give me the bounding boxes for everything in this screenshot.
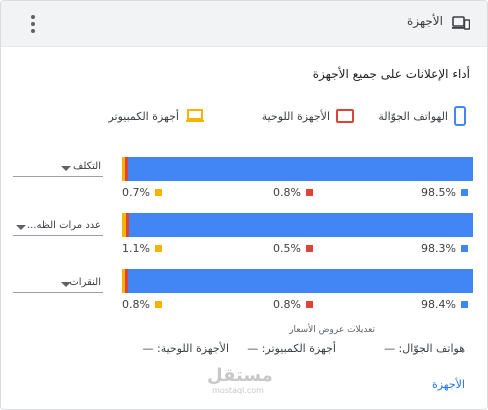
more-vert-icon[interactable] bbox=[23, 13, 43, 35]
card-subtitle: أداء الإعلانات على جميع الأجهزة bbox=[312, 67, 470, 81]
metric-select-cost[interactable]: التكلف bbox=[13, 160, 103, 177]
card-title: الأجهزة bbox=[406, 14, 443, 28]
watermark-url: mostaql.com bbox=[212, 386, 264, 395]
bar-segment-mobile bbox=[128, 157, 473, 181]
legend-mobile: الهواتف الجوّالة bbox=[378, 105, 466, 127]
mobile-swatch bbox=[460, 301, 468, 308]
legend-computer-label: أجهزة الكمبيوتر bbox=[108, 109, 179, 123]
pct-mobile-clicks: 98.4% bbox=[421, 298, 468, 311]
legend-mobile-label: الهواتف الجوّالة bbox=[378, 109, 448, 123]
bar-segment-tablet bbox=[125, 213, 129, 237]
device-bar-cost[interactable] bbox=[122, 157, 473, 181]
bar-segment-mobile bbox=[128, 213, 473, 237]
pct-tablet-impressions: 0.5% bbox=[273, 242, 313, 255]
mobile-icon bbox=[454, 106, 466, 126]
pct-computer-impressions: 1.1% bbox=[122, 242, 162, 255]
pct-tablet-clicks: 0.8% bbox=[273, 298, 313, 311]
tablet-swatch bbox=[305, 245, 313, 252]
pct-computer-clicks: 0.8% bbox=[122, 298, 162, 311]
bar-segment-computer bbox=[122, 157, 125, 181]
computer-swatch bbox=[154, 245, 162, 252]
legend-computer: أجهزة الكمبيوتر bbox=[108, 105, 205, 127]
pct-tablet-cost: 0.8% bbox=[273, 186, 313, 199]
mobile-swatch bbox=[460, 245, 468, 252]
bid-adjustment-mobile: هواتف الجوّال: — bbox=[384, 342, 465, 355]
devices-icon bbox=[452, 16, 470, 30]
tablet-swatch bbox=[305, 301, 313, 308]
tablet-icon bbox=[336, 109, 354, 123]
chevron-down-icon bbox=[16, 224, 26, 230]
metric-select-label: التكلف bbox=[72, 161, 101, 172]
watermark-logo: مستقل bbox=[207, 365, 273, 386]
mobile-swatch bbox=[460, 189, 468, 196]
watermark: مستقل mostaql.com bbox=[207, 365, 273, 400]
bar-segment-computer bbox=[122, 213, 126, 237]
bar-segment-computer bbox=[122, 269, 125, 293]
chevron-down-icon bbox=[61, 165, 71, 171]
device-bar-clicks[interactable] bbox=[122, 269, 473, 293]
chevron-down-icon bbox=[61, 281, 71, 287]
metric-select-label: عدد مرات الظه... bbox=[26, 220, 101, 231]
legend-tablet: الأجهزة اللوحية bbox=[262, 105, 354, 127]
metric-select-clicks[interactable]: النقرات bbox=[13, 276, 103, 293]
pct-mobile-impressions: 98.3% bbox=[421, 242, 468, 255]
tablet-swatch bbox=[305, 189, 313, 196]
bid-adjustment-computers: أجهزة الكمبيوتر: — bbox=[247, 342, 336, 355]
pct-computer-cost: 0.7% bbox=[122, 186, 162, 199]
bid-adjustments-title: تعديلات عروض الأسعار bbox=[289, 325, 375, 335]
computer-icon bbox=[186, 109, 204, 122]
metric-select-impressions[interactable]: عدد مرات الظه... bbox=[13, 219, 103, 236]
bar-segment-tablet bbox=[125, 269, 128, 293]
pct-mobile-cost: 98.5% bbox=[421, 186, 468, 199]
computer-swatch bbox=[154, 301, 162, 308]
bar-segment-mobile bbox=[128, 269, 473, 293]
computer-swatch bbox=[154, 189, 162, 196]
bar-segment-tablet bbox=[125, 157, 128, 181]
device-bar-impressions[interactable] bbox=[122, 213, 473, 237]
metric-select-label: النقرات bbox=[69, 277, 101, 288]
card-header: الأجهزة bbox=[1, 1, 487, 47]
devices-link[interactable]: الأجهزة bbox=[431, 378, 465, 391]
bid-adjustment-tablets: الأجهزة اللوحية: — bbox=[142, 342, 229, 355]
legend-tablet-label: الأجهزة اللوحية bbox=[261, 109, 330, 123]
